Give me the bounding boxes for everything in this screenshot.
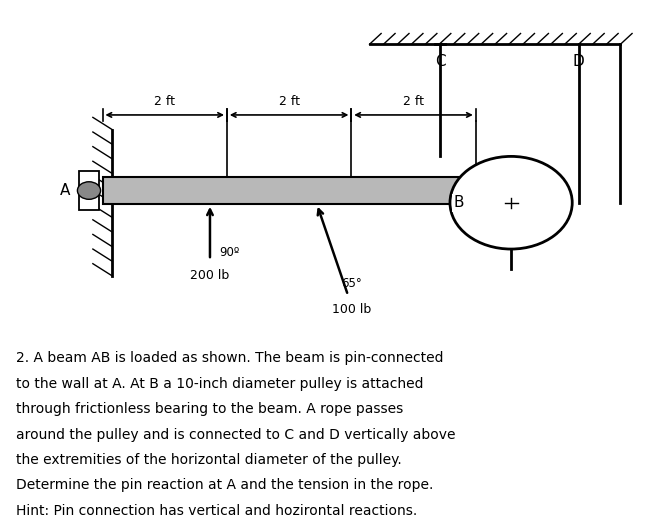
Text: 2 ft: 2 ft [154,95,175,108]
Bar [103,177,476,204]
Text: around the pulley and is connected to C and D vertically above: around the pulley and is connected to C … [16,427,455,441]
Text: 100 lb: 100 lb [332,303,371,316]
Text: A: A [60,183,70,198]
Text: 65°: 65° [341,277,362,290]
Circle shape [450,156,572,249]
Bar [79,171,99,210]
Text: to the wall at A. At B a 10-inch diameter pulley is attached: to the wall at A. At B a 10-inch diamete… [16,377,423,391]
Text: Hint: Pin connection has vertical and hozirontal reactions.: Hint: Pin connection has vertical and ho… [16,503,417,517]
Text: B: B [453,195,463,210]
Text: 2 ft: 2 ft [403,95,424,108]
Circle shape [77,182,101,199]
Text: 200 lb: 200 lb [190,269,230,282]
Text: the extremities of the horizontal diameter of the pulley.: the extremities of the horizontal diamet… [16,453,401,467]
Text: 90º: 90º [219,246,240,259]
Text: C: C [435,54,446,69]
Text: 2. A beam AB is loaded as shown. The beam is pin-connected: 2. A beam AB is loaded as shown. The bea… [16,352,443,366]
Text: Determine the pin reaction at A and the tension in the rope.: Determine the pin reaction at A and the … [16,478,433,492]
Text: 2 ft: 2 ft [278,95,300,108]
Text: through frictionless bearing to the beam. A rope passes: through frictionless bearing to the beam… [16,402,403,416]
Text: D: D [573,54,585,69]
